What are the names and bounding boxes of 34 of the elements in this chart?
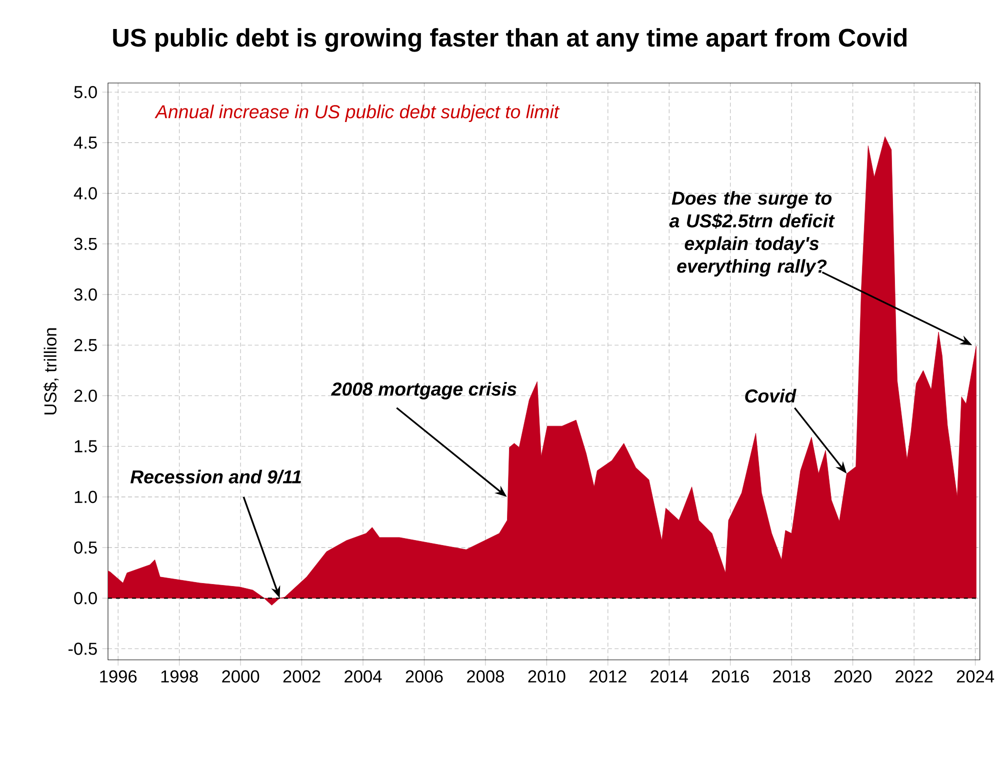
y-tick-label: 5.0 (74, 86, 97, 98)
y-tick-label: 0.5 (74, 541, 97, 554)
x-tick-label: 2020 (834, 670, 872, 683)
x-tick-label: 2002 (283, 670, 320, 683)
y-axis-title: US$, trillion (44, 328, 59, 414)
y-tick-label: 3.0 (74, 288, 97, 301)
x-tick-label: 2014 (650, 670, 688, 683)
annotation: 2008 mortgage crisis (331, 382, 516, 400)
annotation: Recession and 9/11 (130, 470, 301, 484)
x-tick-label: 1998 (161, 670, 198, 683)
y-tick-label: 3.5 (74, 238, 97, 250)
x-tick-label: 2008 (467, 670, 504, 683)
chart-title: US public debt is growing faster than at any time apart from Covid (113, 28, 907, 52)
x-tick-label: 2018 (773, 670, 810, 683)
x-tick-label: 2022 (896, 670, 932, 683)
y-tick-label: 1.5 (74, 440, 97, 452)
annotation: Does the surge to a US$2.5trn deficit explain today's everything rally? (669, 191, 835, 277)
y-tick-label: 4.5 (74, 136, 97, 149)
x-tick-label: 2016 (712, 670, 749, 683)
y-tick-label: 4.0 (74, 187, 97, 200)
text: Annual increase in US public debt subject to limit (154, 104, 560, 122)
y-tick-label: 1.0 (74, 490, 97, 504)
y-tick-label: -0.5 (68, 642, 97, 655)
x-tick-label: 2000 (222, 670, 260, 683)
annotation: Covid (745, 388, 796, 403)
y-tick-label: 2.0 (74, 390, 97, 402)
y-tick-label: 0.0 (74, 592, 97, 604)
x-tick-label: 1996 (100, 670, 137, 683)
x-tick-label: 2004 (344, 670, 382, 683)
x-tick-label: 2006 (406, 670, 443, 683)
x-tick-label: 2024 (956, 670, 994, 683)
x-tick-label: 2012 (590, 670, 626, 683)
x-tick-label: 2010 (528, 670, 566, 683)
y-tick-label: 2.5 (74, 339, 97, 352)
